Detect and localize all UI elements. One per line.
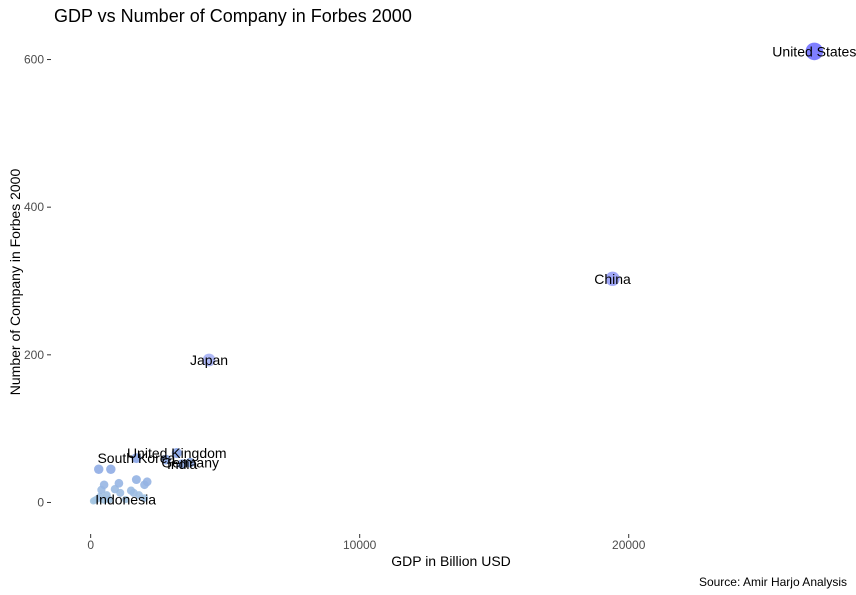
data-point [102, 491, 111, 500]
data-point [177, 459, 187, 469]
y-tick-label: 400 [24, 200, 44, 214]
y-tick-label: 600 [24, 53, 44, 67]
data-point [94, 464, 104, 474]
y-tick-label: 200 [24, 348, 44, 362]
chart-title: GDP vs Number of Company in Forbes 2000 [54, 6, 412, 26]
data-point [114, 478, 124, 488]
data-point [99, 480, 109, 490]
data-point [605, 271, 620, 286]
data-point [131, 475, 141, 485]
y-axis: 0 200 400 600 [24, 53, 51, 509]
point-label: South Korea [97, 450, 175, 466]
y-axis-title: Number of Company in Forbes 2000 [7, 169, 23, 396]
point-label: Indonesia [95, 492, 156, 508]
data-point [106, 464, 116, 474]
y-tick-label: 0 [37, 495, 44, 509]
point-label: China [594, 271, 631, 287]
point-labels-layer: United States China Japan United KingdomGer… [95, 43, 856, 507]
data-point [805, 42, 824, 61]
x-axis-title: GDP in Billion USD [391, 553, 511, 569]
point-label: United Kingdom [127, 445, 227, 461]
chart-caption: Source: Amir Harjo Analysis [699, 575, 847, 589]
x-axis: 0 10000 20000 [87, 534, 646, 552]
data-point [202, 353, 216, 367]
data-point [142, 477, 152, 487]
points-layer [89, 42, 824, 505]
data-point [131, 453, 142, 464]
x-tick-label: 0 [87, 538, 94, 552]
x-tick-label: 20000 [612, 538, 646, 552]
point-label: United States [772, 43, 856, 59]
point-label: Japan [190, 352, 228, 368]
x-tick-label: 10000 [343, 538, 377, 552]
data-point [185, 457, 196, 468]
point-label: Germany [161, 455, 219, 471]
point-label: India [167, 456, 198, 472]
data-point [161, 454, 171, 465]
data-point [126, 486, 136, 495]
data-point [121, 495, 130, 504]
data-point [171, 447, 182, 459]
data-point [96, 492, 104, 501]
